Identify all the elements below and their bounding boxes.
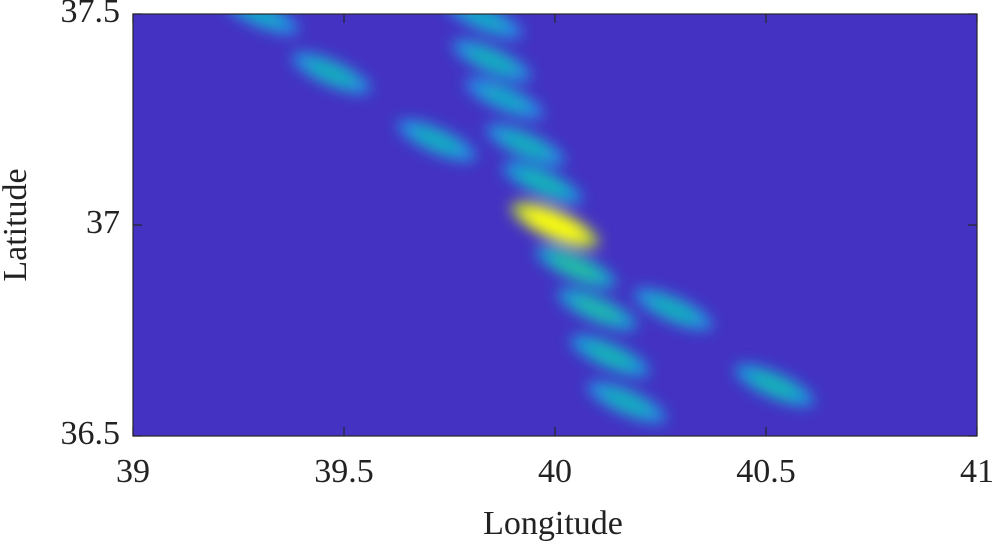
y-axis-label: Latitude [0, 168, 34, 281]
heatmap-blob-core [306, 59, 356, 87]
heatmap-blob-core [749, 371, 800, 399]
heatmap-cells [220, 14, 815, 424]
heatmap-blob-core [480, 85, 529, 112]
heatmap-blob-core [572, 295, 623, 323]
y-tick-label: 37.5 [61, 0, 121, 30]
heatmap-blob-core [602, 388, 652, 416]
heatmap-blob-core [523, 207, 587, 243]
heatmap-blob-core [467, 47, 517, 74]
heatmap [133, 14, 977, 436]
heatmap-blob-core [459, 14, 508, 32]
x-axis-label: Longitude [483, 505, 623, 542]
heatmap-blob-core [584, 342, 635, 370]
x-tick-label: 39 [116, 453, 150, 490]
heatmap-blob-core [235, 14, 284, 28]
x-tick-label: 39.5 [314, 453, 374, 490]
heatmap-blob-core [550, 253, 602, 282]
x-tick-label: 40 [538, 453, 572, 490]
x-tick-label: 41 [960, 453, 994, 490]
heatmap-blob-core [412, 127, 462, 154]
y-tick-label: 36.5 [61, 415, 121, 452]
x-tick-label: 40.5 [736, 453, 796, 490]
y-tick-label: 37 [86, 204, 120, 241]
heatmap-blob-core [500, 131, 551, 159]
heatmap-blob-core [517, 169, 568, 197]
heatmap-blob-core [648, 296, 698, 323]
